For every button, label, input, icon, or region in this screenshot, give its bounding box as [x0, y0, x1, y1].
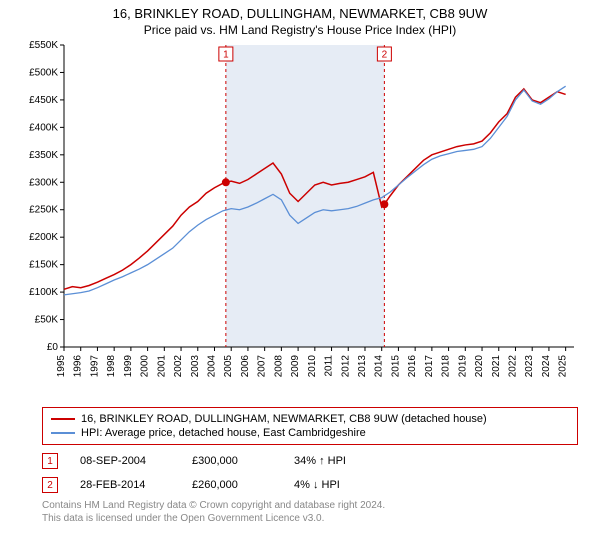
- svg-text:1998: 1998: [106, 355, 117, 378]
- svg-text:1999: 1999: [123, 355, 134, 378]
- svg-text:2005: 2005: [223, 355, 234, 378]
- svg-text:1995: 1995: [56, 355, 67, 378]
- svg-text:2013: 2013: [357, 355, 368, 378]
- svg-text:1997: 1997: [89, 355, 100, 378]
- svg-text:£400K: £400K: [29, 122, 58, 133]
- event-row: 2 28-FEB-2014 £260,000 4% ↓ HPI: [42, 473, 578, 497]
- legend-swatch: [51, 418, 75, 420]
- chart-subtitle: Price paid vs. HM Land Registry's House …: [0, 21, 600, 41]
- legend-label: HPI: Average price, detached house, East…: [81, 427, 366, 439]
- svg-text:2002: 2002: [173, 355, 184, 378]
- legend-box: 16, BRINKLEY ROAD, DULLINGHAM, NEWMARKET…: [42, 407, 578, 445]
- svg-text:2025: 2025: [558, 355, 569, 378]
- svg-text:2014: 2014: [374, 355, 385, 378]
- event-price: £300,000: [192, 455, 272, 467]
- event-delta: 4% ↓ HPI: [294, 479, 374, 491]
- svg-text:£500K: £500K: [29, 67, 58, 78]
- event-date: 28-FEB-2014: [80, 479, 170, 491]
- svg-text:£250K: £250K: [29, 205, 58, 216]
- svg-text:2022: 2022: [507, 355, 518, 378]
- legend-row: HPI: Average price, detached house, East…: [51, 426, 569, 440]
- svg-text:£450K: £450K: [29, 95, 58, 106]
- svg-text:2006: 2006: [240, 355, 251, 378]
- svg-text:2024: 2024: [541, 355, 552, 378]
- event-badge: 1: [42, 453, 58, 469]
- chart-plot: £0 £50K £100K £150K £200K £250K £300K £350K £400…: [20, 41, 580, 401]
- svg-text:2: 2: [382, 50, 388, 61]
- svg-text:£200K: £200K: [29, 232, 58, 243]
- svg-text:2017: 2017: [424, 355, 435, 378]
- legend-label: 16, BRINKLEY ROAD, DULLINGHAM, NEWMARKET…: [81, 413, 487, 425]
- svg-text:2009: 2009: [290, 355, 301, 378]
- event-table: 1 08-SEP-2004 £300,000 34% ↑ HPI 2 28-FEB-201…: [42, 449, 578, 497]
- svg-text:2008: 2008: [273, 355, 284, 378]
- svg-text:2019: 2019: [457, 355, 468, 378]
- svg-text:2004: 2004: [206, 355, 217, 378]
- legend-swatch: [51, 432, 75, 434]
- svg-text:2023: 2023: [524, 355, 535, 378]
- svg-text:2015: 2015: [390, 355, 401, 378]
- svg-text:1: 1: [223, 50, 229, 61]
- event-price: £260,000: [192, 479, 272, 491]
- svg-text:2012: 2012: [340, 355, 351, 378]
- svg-text:2020: 2020: [474, 355, 485, 378]
- svg-text:2000: 2000: [140, 355, 151, 378]
- footer-line-2: This data is licensed under the Open Gov…: [42, 512, 578, 525]
- svg-text:£150K: £150K: [29, 260, 58, 271]
- svg-text:2010: 2010: [307, 355, 318, 378]
- svg-text:£350K: £350K: [29, 150, 58, 161]
- footer-line-1: Contains HM Land Registry data © Crown c…: [42, 499, 578, 512]
- svg-text:2018: 2018: [441, 355, 452, 378]
- svg-text:2003: 2003: [190, 355, 201, 378]
- svg-text:2007: 2007: [257, 355, 268, 378]
- svg-text:2001: 2001: [156, 355, 167, 378]
- footer-attribution: Contains HM Land Registry data © Crown c…: [42, 499, 578, 525]
- event-delta: 34% ↑ HPI: [294, 455, 374, 467]
- chart-title: 16, BRINKLEY ROAD, DULLINGHAM, NEWMARKET…: [0, 0, 600, 21]
- svg-text:2011: 2011: [324, 355, 335, 377]
- svg-text:£300K: £300K: [29, 177, 58, 188]
- event-badge: 2: [42, 477, 58, 493]
- event-row: 1 08-SEP-2004 £300,000 34% ↑ HPI: [42, 449, 578, 473]
- line-chart-svg: £0 £50K £100K £150K £200K £250K £300K £350K £400…: [20, 41, 580, 401]
- svg-text:£550K: £550K: [29, 41, 58, 51]
- svg-text:£50K: £50K: [35, 315, 59, 326]
- svg-text:2021: 2021: [491, 355, 502, 378]
- event-date: 08-SEP-2004: [80, 455, 170, 467]
- svg-text:£100K: £100K: [29, 287, 58, 298]
- chart-container: 16, BRINKLEY ROAD, DULLINGHAM, NEWMARKET…: [0, 0, 600, 560]
- svg-text:£0: £0: [47, 342, 59, 353]
- legend-row: 16, BRINKLEY ROAD, DULLINGHAM, NEWMARKET…: [51, 412, 569, 426]
- svg-text:1996: 1996: [73, 355, 84, 378]
- svg-text:2016: 2016: [407, 355, 418, 378]
